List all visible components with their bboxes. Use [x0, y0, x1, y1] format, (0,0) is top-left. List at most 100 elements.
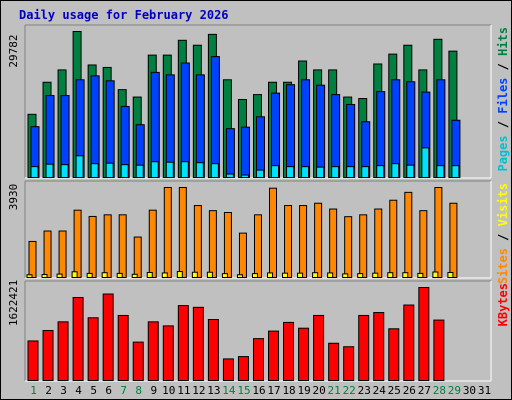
files-bar-day-28: [436, 79, 446, 178]
files-bar-day-14: [225, 128, 235, 179]
pages-bar-day-6: [105, 162, 114, 178]
files-bar-day-24: [376, 91, 386, 178]
sites-bar-day-12: [191, 271, 198, 278]
kbytes-bar-day-17: [268, 330, 280, 381]
pages-bar-day-26: [406, 164, 415, 178]
kbytes-bar-day-18: [283, 321, 295, 382]
visits-bar-day-23: [359, 214, 368, 278]
legend-hits: Hits: [496, 27, 510, 56]
visits-bar-day-5: [88, 215, 97, 278]
files-bar-day-19: [301, 79, 311, 178]
files-bar-day-16: [255, 116, 265, 178]
sites-bar-day-15: [236, 274, 243, 279]
pages-bar-day-18: [286, 166, 295, 178]
visits-bar-day-4: [73, 209, 82, 278]
sites-bar-day-11: [176, 271, 183, 279]
files-bar-day-25: [391, 79, 401, 178]
day-label-8: 8: [135, 384, 142, 397]
pages-bar-day-1: [30, 166, 39, 178]
day-label-26: 26: [403, 384, 416, 397]
pages-bar-day-2: [45, 163, 54, 179]
pages-bar-day-14: [225, 173, 234, 179]
top-max-label: 29782: [7, 34, 20, 67]
kbytes-bar-day-5: [87, 317, 99, 382]
legend-files: Files: [496, 78, 510, 114]
day-label-15: 15: [237, 384, 250, 397]
visits-bar-day-24: [374, 208, 383, 278]
kbytes-bar-day-15: [237, 356, 249, 381]
sites-bar-day-9: [146, 271, 153, 279]
visits-bar-day-15: [238, 232, 247, 278]
visits-bar-day-2: [43, 230, 52, 278]
pages-bar-day-17: [271, 165, 280, 179]
pages-bar-day-7: [120, 164, 129, 178]
day-label-20: 20: [313, 384, 326, 397]
day-label-30: 30: [463, 384, 476, 397]
day-label-1: 1: [30, 384, 37, 397]
sites-bar-day-7: [116, 272, 123, 279]
day-label-3: 3: [60, 384, 67, 397]
kbytes-bar-day-14: [222, 358, 234, 382]
visits-bar-day-19: [299, 205, 308, 278]
sites-bar-day-26: [402, 272, 409, 278]
kbytes-bar-day-3: [57, 321, 69, 382]
visits-bar-day-29: [449, 202, 458, 278]
bottom-max-label: 1622421: [7, 280, 20, 326]
legend-sites: Sites: [496, 248, 510, 284]
kbytes-bar-day-16: [252, 338, 264, 381]
day-label-27: 27: [418, 384, 431, 397]
kbytes-bar-day-8: [132, 341, 144, 381]
pages-bar-day-23: [361, 166, 370, 178]
visits-bar-day-11: [178, 187, 187, 278]
pages-bar-day-28: [436, 165, 445, 179]
visits-bar-day-21: [329, 208, 338, 278]
pages-bar-day-11: [180, 161, 189, 178]
visits-bar-day-6: [103, 214, 112, 278]
pages-bar-day-5: [90, 163, 99, 178]
kbytes-bar-day-7: [117, 314, 129, 381]
kbytes-bar-day-1: [27, 340, 39, 382]
pages-bar-day-3: [60, 164, 69, 178]
pages-bar-day-25: [391, 163, 400, 178]
files-bar-day-11: [180, 62, 190, 179]
sites-bar-day-18: [282, 272, 289, 278]
pages-bar-day-10: [165, 161, 174, 179]
panel-hits-files-pages: [24, 24, 492, 179]
day-label-6: 6: [105, 384, 112, 397]
day-label-9: 9: [150, 384, 157, 397]
kbytes-bar-day-24: [373, 312, 385, 381]
pages-bar-day-29: [451, 165, 460, 179]
panel-kbytes: [24, 280, 492, 382]
sites-bar-day-6: [101, 272, 108, 278]
visits-bar-day-25: [389, 199, 398, 278]
legend-pages: Pages: [496, 135, 510, 171]
sites-bar-day-10: [161, 272, 168, 279]
day-label-23: 23: [358, 384, 371, 397]
kbytes-bar-day-2: [42, 330, 54, 381]
sites-bar-day-3: [56, 273, 63, 278]
day-label-16: 16: [252, 384, 265, 397]
day-label-5: 5: [90, 384, 97, 397]
day-label-14: 14: [222, 384, 236, 397]
visits-bar-day-22: [344, 216, 353, 278]
day-label-2: 2: [45, 384, 52, 397]
kbytes-bar-day-28: [433, 319, 445, 381]
legend-separator: /: [496, 226, 510, 248]
visits-bar-day-1: [28, 240, 37, 279]
sites-bar-day-24: [372, 272, 379, 278]
day-label-24: 24: [373, 384, 387, 397]
visits-bar-day-18: [284, 205, 293, 278]
pages-bar-day-8: [135, 164, 144, 178]
sites-bar-day-8: [131, 273, 138, 279]
kbytes-bar-day-12: [192, 306, 204, 382]
kbytes-bar-day-11: [177, 305, 189, 381]
day-label-11: 11: [177, 384, 190, 397]
pages-bar-day-9: [150, 161, 159, 178]
visits-bar-day-8: [133, 236, 142, 279]
files-bar-day-18: [286, 84, 296, 178]
files-bar-day-5: [90, 75, 100, 178]
kbytes-bar-day-10: [162, 325, 174, 382]
day-label-21: 21: [328, 384, 341, 397]
visits-bar-day-3: [58, 230, 67, 278]
